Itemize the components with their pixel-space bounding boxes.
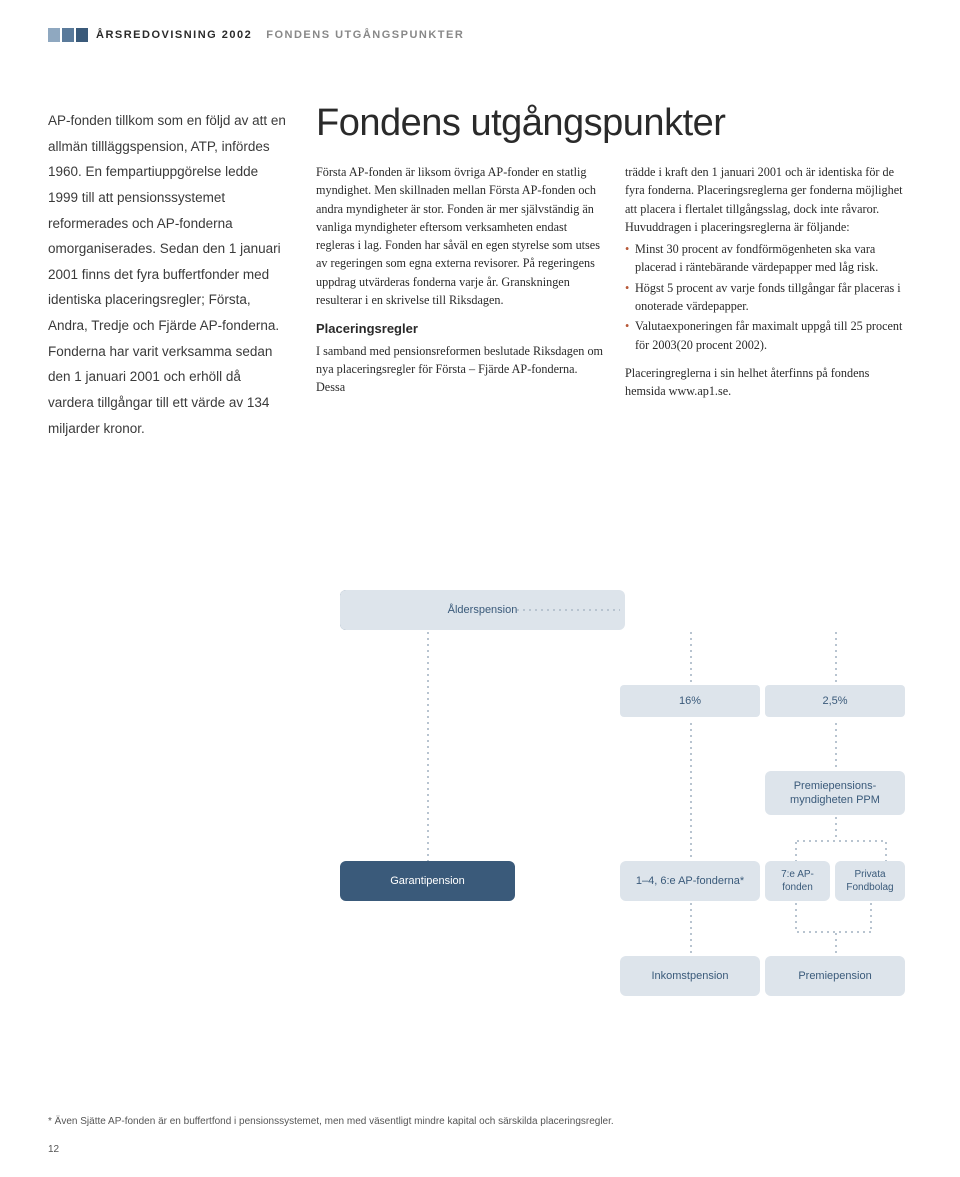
bullet-item: Minst 30 procent av fondförmögenheten sk… [625, 240, 912, 277]
pct-16: 16% [620, 685, 760, 717]
box-privata: Privata Fondbolag [835, 861, 905, 901]
paragraph: Första AP-fonden är liksom övriga AP-fon… [316, 163, 603, 309]
header-block-1 [48, 28, 60, 42]
page-header: ÅRSREDOVISNING 2002 FONDENS UTGÅNGSPUNKT… [48, 28, 912, 42]
connector [690, 630, 692, 685]
connector [795, 840, 885, 842]
box-garantipension: Garantipension [340, 861, 515, 901]
connector [427, 630, 429, 861]
box-label: 7:e AP-fonden [771, 868, 824, 894]
box-label: Inkomstpension [651, 969, 728, 983]
box-label: 1–4, 6:e AP-fonderna* [636, 874, 744, 888]
main-columns: AP-fonden tillkom som en följd av att en… [48, 102, 912, 441]
body-col-left: Första AP-fonden är liksom övriga AP-fon… [316, 163, 603, 405]
connector [835, 815, 837, 840]
connector [835, 630, 837, 685]
paragraph: I samband med pensionsreformen beslutade… [316, 342, 603, 397]
connector [690, 901, 692, 956]
diagram-footnote: * Även Sjätte AP-fonden är en buffertfon… [48, 1116, 908, 1127]
paragraph: trädde i kraft den 1 januari 2001 och är… [625, 163, 912, 236]
connector [795, 840, 797, 861]
main-title: Fondens utgångspunkter [316, 102, 912, 145]
box-label: Premiepension [798, 969, 871, 983]
box-inkomstpension: Inkomstpension [620, 956, 760, 996]
page-number: 12 [48, 1144, 59, 1155]
intro-column: AP-fonden tillkom som en följd av att en… [48, 102, 288, 441]
bullet-item: Valutaexponeringen får maximalt uppgå ti… [625, 317, 912, 354]
connector [835, 721, 837, 771]
pension-diagram: Statsbudgeten Ålderspension 16% 2,5% Pre… [340, 590, 915, 1110]
body-col-right: trädde i kraft den 1 januari 2001 och är… [625, 163, 912, 405]
box-label: Ålderspension [448, 603, 518, 617]
header-block-3 [76, 28, 88, 42]
connector [885, 840, 887, 861]
body-text-columns: Första AP-fonden är liksom övriga AP-fon… [316, 163, 912, 405]
header-block-2 [62, 28, 74, 42]
connector [835, 931, 837, 956]
subheading-placeringsregler: Placeringsregler [316, 319, 603, 339]
paragraph: Placeringreglerna i sin helhet återfinns… [625, 364, 912, 401]
box-premiepension: Premiepension [765, 956, 905, 996]
box-label: Premiepensions-myndigheten PPM [771, 779, 899, 808]
header-title: ÅRSREDOVISNING 2002 [96, 29, 252, 41]
bullet-item: Högst 5 procent av varje fonds tillgånga… [625, 279, 912, 316]
connector [795, 931, 872, 933]
pct-label: 2,5% [822, 695, 847, 707]
connector [795, 901, 797, 931]
connector [690, 721, 692, 861]
main-content: Fondens utgångspunkter Första AP-fonden … [316, 102, 912, 441]
pct-label: 16% [679, 695, 701, 707]
box-ppm: Premiepensions-myndigheten PPM [765, 771, 905, 815]
box-label: Privata Fondbolag [841, 868, 899, 894]
box-label: Garantipension [390, 874, 465, 888]
connector [515, 609, 620, 611]
pct-25: 2,5% [765, 685, 905, 717]
box-ap7: 7:e AP-fonden [765, 861, 830, 901]
header-subtitle: FONDENS UTGÅNGSPUNKTER [266, 29, 464, 41]
box-apfonderna: 1–4, 6:e AP-fonderna* [620, 861, 760, 901]
connector [870, 901, 872, 931]
